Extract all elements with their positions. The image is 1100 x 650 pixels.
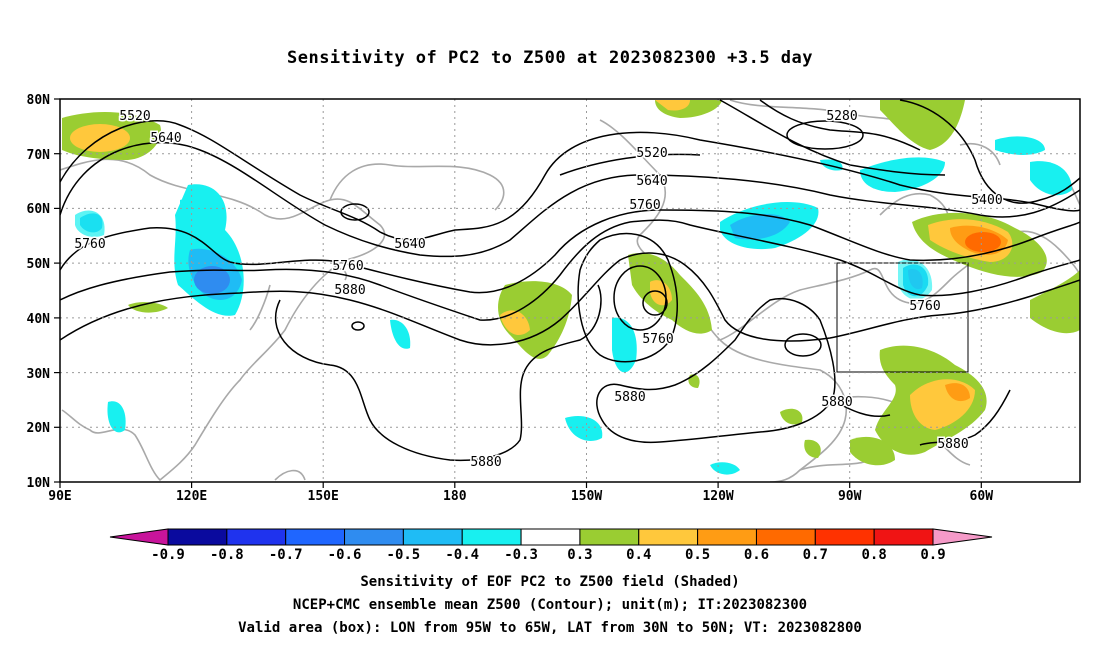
colorbar-cell <box>167 528 228 546</box>
colorbar-tick-label: 0.7 <box>803 547 828 563</box>
colorbar-low-arrow <box>109 528 169 546</box>
contour-label: 5880 <box>614 390 645 405</box>
colorbar-cell <box>873 528 934 546</box>
colorbar-tick-label: 0.5 <box>685 547 710 563</box>
contour-label: 5760 <box>74 237 105 252</box>
contour-label: 5880 <box>821 395 852 410</box>
sensitivity-shading <box>62 100 1080 475</box>
colorbar-tick-label: -0.6 <box>328 547 362 563</box>
colorbar-tick-label: 0.3 <box>567 547 592 563</box>
plot-area <box>60 99 1080 482</box>
contour-label: 5880 <box>334 283 365 298</box>
contour-label: 5880 <box>937 437 968 452</box>
colorbar-tick-label: -0.4 <box>445 547 479 563</box>
lat-label: 40N <box>27 312 51 327</box>
colorbar-tick-label: -0.3 <box>504 547 538 563</box>
colorbar-cell <box>226 528 287 546</box>
contour-label: 5640 <box>636 174 667 189</box>
lon-label: 150W <box>571 489 602 504</box>
longitude-labels: 90E 120E 150E 180 150W 120W 90W 60W <box>48 489 993 504</box>
lat-label: 50N <box>27 257 51 272</box>
colorbar-tick-label: -0.5 <box>387 547 421 563</box>
colorbar-cell <box>814 528 875 546</box>
caption-contour: NCEP+CMC ensemble mean Z500 (Contour); u… <box>292 597 808 613</box>
latitude-labels: 80N 70N 60N 50N 40N 30N 20N 10N <box>27 93 51 491</box>
contour-label: 5400 <box>971 193 1002 208</box>
lon-label: 180 <box>443 489 467 504</box>
lat-label: 30N <box>27 367 51 382</box>
contour-label: 5520 <box>119 109 150 124</box>
plot-frame <box>59 98 1081 483</box>
lat-label: 60N <box>27 202 51 217</box>
lon-label: 120W <box>702 489 733 504</box>
axis-ticks <box>54 98 982 488</box>
colorbar-tick-label: 0.4 <box>626 547 651 563</box>
colorbar-high-arrow <box>932 528 993 546</box>
colorbar-tick-label: 0.8 <box>862 547 887 563</box>
contour-labels: 5520 5640 5760 5640 5760 5880 5520 5640 … <box>73 108 1004 472</box>
lat-label: 20N <box>27 421 51 436</box>
colorbar-cell <box>579 528 640 546</box>
lat-label: 80N <box>27 93 51 108</box>
colorbar-cell <box>461 528 522 546</box>
colorbar-cell <box>402 528 463 546</box>
z500-contours <box>60 99 1080 462</box>
colorbar-cell <box>755 528 816 546</box>
lon-label: 150E <box>308 489 339 504</box>
caption-valid-area: Valid area (box): LON from 95W to 65W, L… <box>238 620 862 636</box>
chart-title: Sensitivity of PC2 to Z500 at 2023082300… <box>286 48 813 68</box>
colorbar-tick-label: -0.8 <box>210 547 244 563</box>
contour-label: 5760 <box>629 198 660 213</box>
lon-label: 120E <box>176 489 207 504</box>
lat-label: 10N <box>27 476 51 491</box>
lon-label: 90E <box>48 489 71 504</box>
contour-label: 5880 <box>470 455 501 470</box>
colorbar-tick-label: -0.9 <box>151 547 185 563</box>
lon-label: 60W <box>970 489 994 504</box>
colorbar-tick-label: 0.6 <box>744 547 769 563</box>
contour-label: 5760 <box>642 332 673 347</box>
lon-label: 90W <box>838 489 862 504</box>
colorbar-cell <box>638 528 699 546</box>
grid-lines <box>60 99 1080 482</box>
colorbar: -0.9 -0.8 -0.7 -0.6 -0.5 -0.4 -0.3 0.3 0.4 0.5 0.6… <box>109 528 993 563</box>
contour-label: 5760 <box>332 259 363 274</box>
colorbar-cell <box>344 528 404 546</box>
lat-label: 70N <box>27 148 51 163</box>
contour-label: 5640 <box>394 237 425 252</box>
colorbar-tick-label: -0.7 <box>269 547 303 563</box>
caption-shading: Sensitivity of EOF PC2 to Z500 field (Sh… <box>360 574 740 590</box>
colorbar-cell <box>697 528 757 546</box>
colorbar-cell <box>285 528 346 546</box>
contour-label: 5760 <box>909 299 940 314</box>
contour-label: 5280 <box>826 109 857 124</box>
contour-label: 5640 <box>150 131 181 146</box>
colorbar-tick-label: 0.9 <box>920 547 945 563</box>
contour-label: 5520 <box>636 146 667 161</box>
colorbar-cell <box>520 528 581 546</box>
